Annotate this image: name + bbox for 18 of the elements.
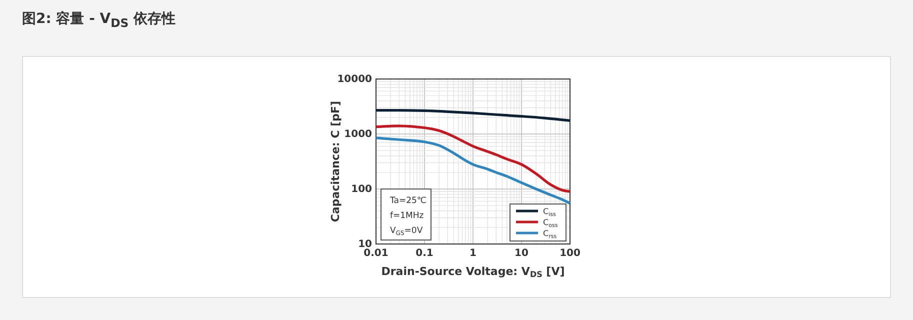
annotation: V$_{GS}$=0V [390, 226, 423, 236]
x-axis-title: Drain-Source Voltage: V$_{DS}$ [V] [381, 265, 565, 279]
annotation: Ta=25℃ [389, 196, 426, 206]
x-tick-label: 0.1 [416, 248, 434, 260]
legend-label: C$_{oss}$ [543, 218, 558, 228]
y-tick-label: 1000 [344, 129, 372, 140]
y-axis-title: Capacitance: C [pF] [329, 100, 342, 222]
x-tick-label: 0.01 [364, 248, 388, 260]
y-tick-label: 100 [351, 184, 372, 196]
line-series [374, 108, 572, 122]
legend-label: C$_{iss}$ [543, 207, 556, 218]
y-tick-label: 10000 [337, 74, 372, 86]
x-tick-label: 100 [560, 248, 580, 260]
text: 图2: 容量 - V$_{DS}$ 依存性 [22, 10, 176, 30]
annotation: f=1MHz [390, 211, 424, 221]
legend-label: C$_{rss}$ [543, 229, 557, 240]
x-tick-label: 1 [470, 248, 477, 260]
x-tick-label: 10 [514, 248, 528, 260]
